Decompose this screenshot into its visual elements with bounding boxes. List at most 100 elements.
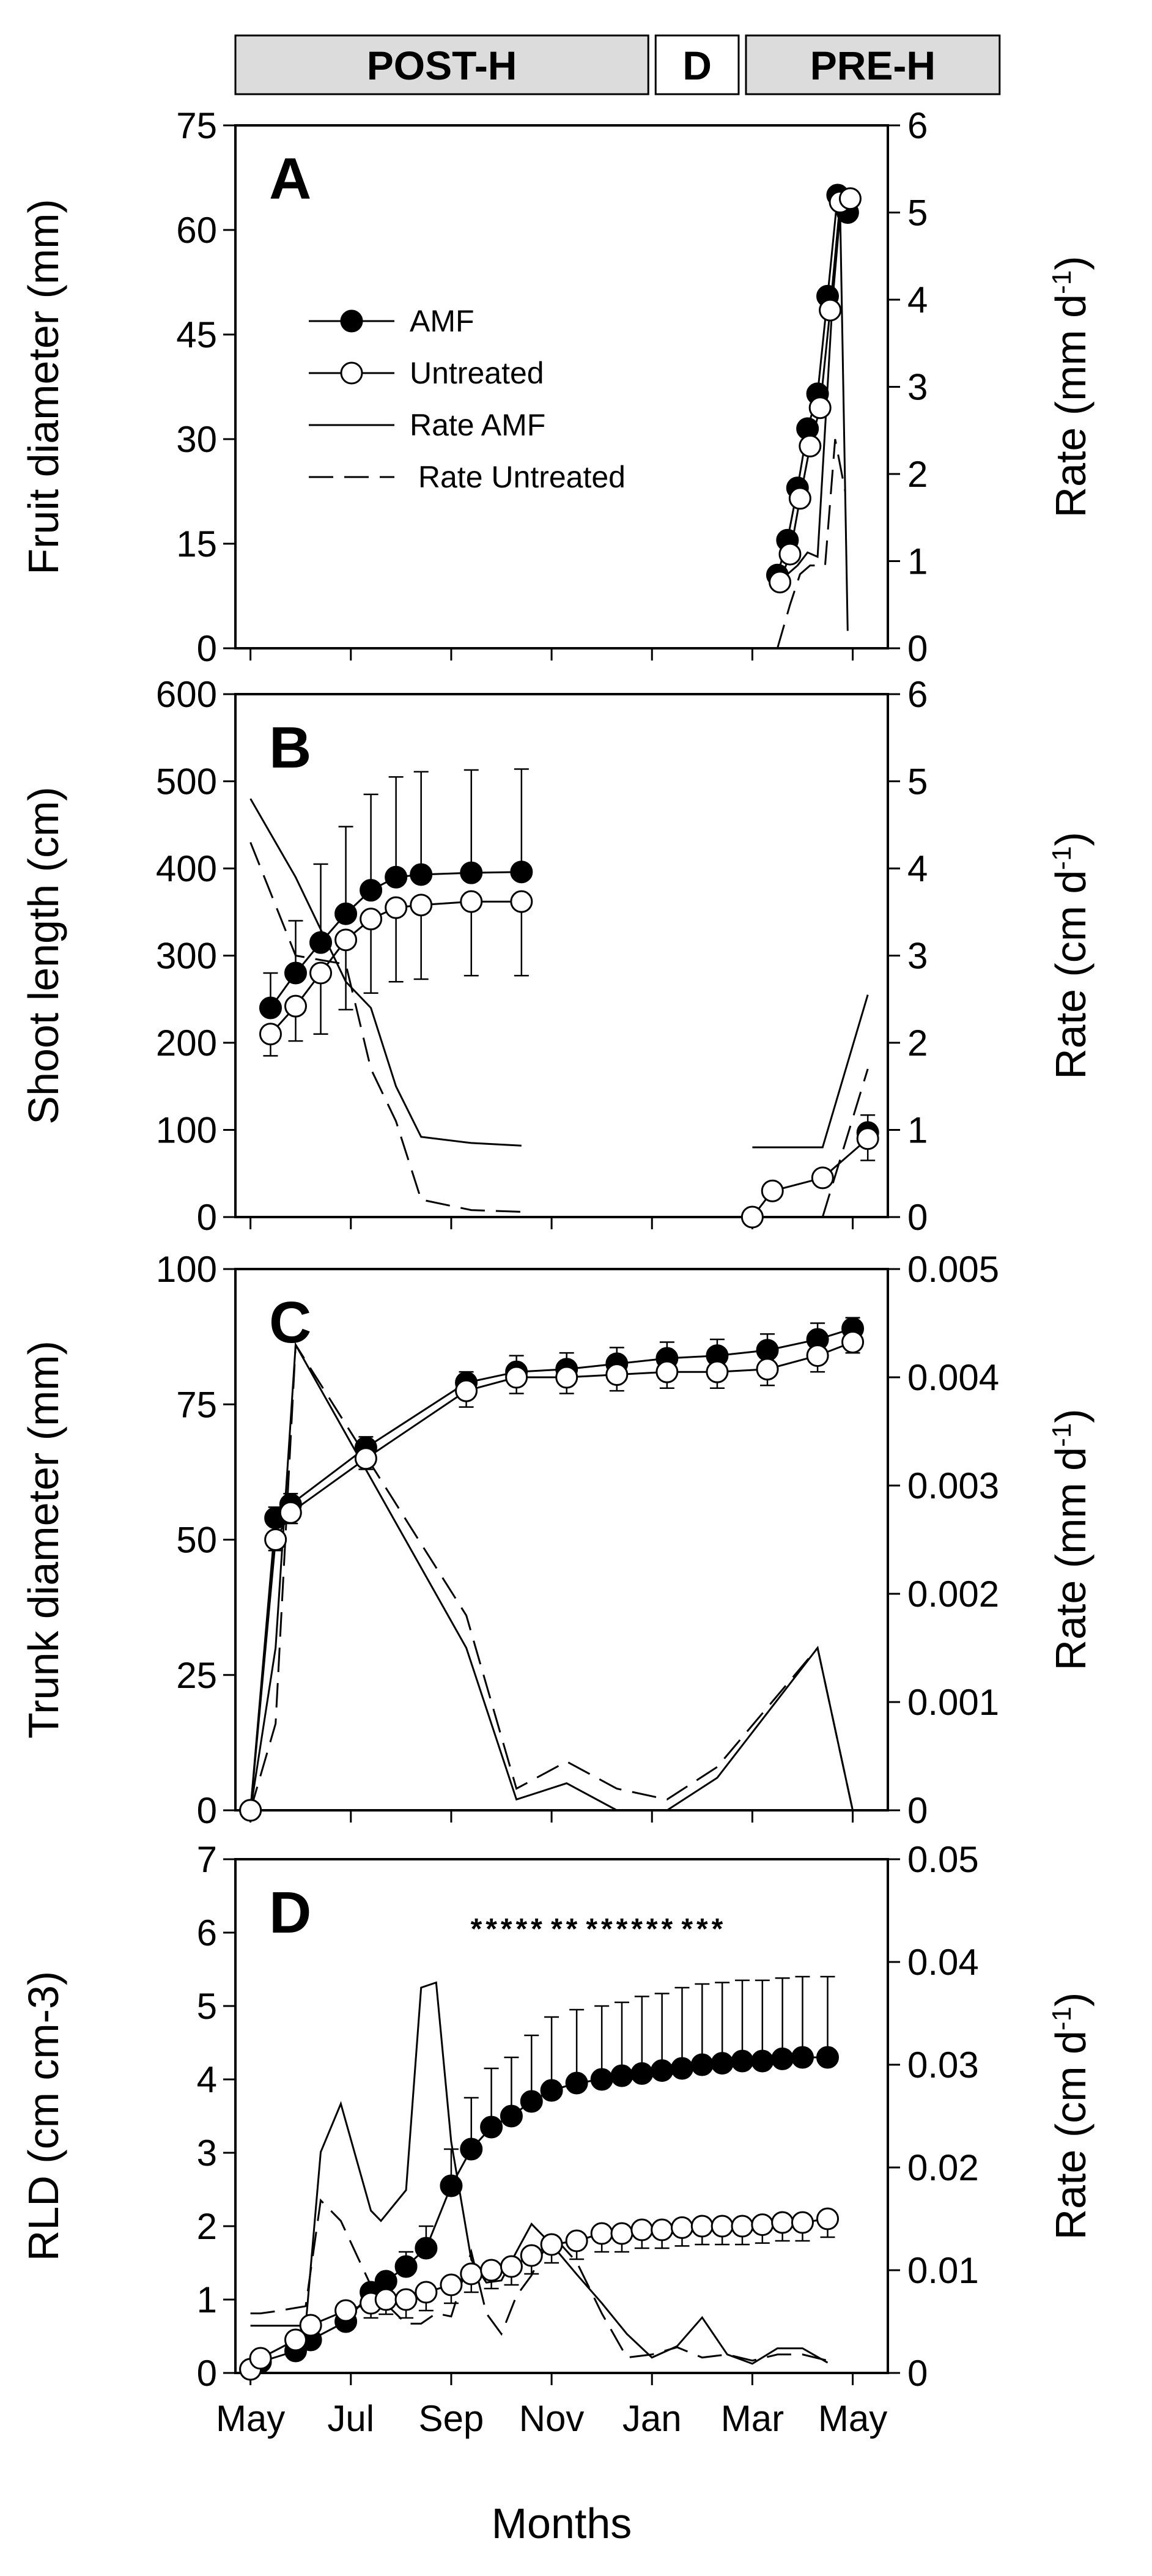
y-tick-label: 100 [156,1249,217,1290]
data-point-untreated [590,2222,613,2245]
series-connector-untreated [751,1138,869,1218]
panel-letter: D [269,1880,311,1945]
significance-star: * [616,1913,628,1945]
data-point-untreated [811,1166,834,1190]
y2-tick-label: 3 [907,936,928,977]
data-point-untreated [500,2255,523,2278]
data-point-amf [410,863,433,886]
data-point-untreated [540,2233,563,2256]
series-connector-untreated [249,1341,854,1811]
y2-tick-label: 2 [907,454,928,495]
phase-label: POST-H [367,43,517,88]
series-line-rate-amf [250,1981,829,2365]
y2-tick-label: 0.04 [907,1942,979,1983]
data-point-untreated [816,2207,840,2230]
y-tick-label: 500 [156,761,217,802]
data-point-amf [751,2049,774,2073]
y-tick-label: 600 [156,674,217,715]
data-point-untreated [334,928,358,952]
data-point-untreated [505,1366,528,1389]
data-point-untreated [651,2218,674,2241]
data-point-amf [590,2068,613,2091]
y2-tick-label: 6 [907,674,928,715]
y2-tick-label: 4 [907,279,928,320]
data-point-amf [731,2049,754,2073]
data-point-amf [756,1339,779,1362]
data-point-untreated [731,2215,754,2238]
y-tick-label: 1 [197,2279,217,2320]
data-point-amf [460,861,483,884]
data-point-untreated [856,1127,879,1150]
y-tick-label: 300 [156,936,217,977]
y-tick-label: 45 [176,314,217,355]
data-point-untreated [630,2218,654,2241]
y-axis-label: RLD (cm cm-3) [20,1971,67,2261]
y2-tick-label: 1 [907,541,928,582]
y2-axis-label: Rate (mm d-1) [1047,1408,1095,1670]
data-point-amf [259,996,282,1020]
data-point-untreated [334,2299,358,2322]
data-point-untreated [670,2216,693,2239]
data-point-untreated [841,1330,865,1353]
x-tick-label: Nov [519,2398,585,2439]
y2-tick-label: 0.01 [907,2250,979,2291]
y-tick-label: 2 [197,2206,217,2247]
data-point-amf [651,2059,674,2082]
x-tick-label: May [216,2398,285,2439]
data-point-amf [440,2174,463,2197]
y2-tick-label: 0 [907,2353,928,2394]
significance-star: * [712,1913,723,1945]
phase-label: D [682,43,712,88]
significance-star: * [551,1913,563,1945]
data-point-amf [360,879,383,902]
phase-box-d [654,34,740,95]
y-tick-label: 75 [176,105,217,146]
significance-star: * [501,1913,512,1945]
y2-tick-label: 5 [907,761,928,802]
panel-frame [234,1268,889,1812]
data-point-untreated [806,1344,829,1368]
y-tick-label: 400 [156,848,217,889]
y2-tick-label: 0.005 [907,1249,999,1290]
data-point-amf [630,2062,654,2085]
data-point-untreated [555,1366,578,1389]
y-tick-label: 4 [197,2059,217,2100]
series-connector-untreated [249,2218,828,2371]
series-line-rate-untreated [821,1068,869,1217]
data-point-untreated [655,1360,679,1383]
y-tick-label: 5 [197,1986,217,2027]
y-tick-label: 0 [197,1790,217,1831]
x-tick-label: Sep [419,2398,484,2439]
series-line-rate-untreated [250,2198,828,2362]
y-tick-label: 50 [176,1520,217,1561]
data-point-untreated [415,2281,438,2304]
series-line-rate-untreated [776,439,846,648]
y-tick-label: 60 [176,210,217,251]
data-point-untreated [706,1360,729,1383]
y2-tick-label: 0 [907,628,928,669]
significance-star: * [566,1913,578,1945]
data-point-untreated [284,994,307,1018]
data-point-untreated [374,2288,397,2311]
legend-marker [340,361,363,385]
data-point-untreated [808,396,832,420]
x-axis: May Jul Sep Nov Jan Mar May Months [216,2398,887,2547]
panel-d: 0 1 2 3 4 5 6 7 0 0.01 0.02 0.03 0.04 0.05 RLD (cm cm-… [20,1839,1095,2394]
significance-star: * [471,1913,482,1945]
y-axis-label: Shoot length (cm) [20,786,67,1124]
y2-axis-label: Rate (cm d-1) [1047,1993,1095,2240]
x-axis-label: Months [492,2500,632,2547]
panel-letter: C [269,1290,311,1355]
panel-c: 0 25 50 75 100 0 0.001 0.002 0.003 0.004 0.005 Trun… [20,1249,1095,1831]
data-point-amf [385,865,408,889]
y2-tick-label: 2 [907,1023,928,1064]
data-point-untreated [299,2314,322,2337]
data-point-amf [309,931,333,954]
y-tick-label: 7 [197,1839,217,1880]
data-point-untreated [711,2215,734,2238]
data-point-untreated [480,2259,503,2282]
data-point-untreated [690,2215,714,2238]
legend-label: AMF [410,304,474,338]
y-axis-label: Trunk diameter (mm) [20,1341,67,1739]
